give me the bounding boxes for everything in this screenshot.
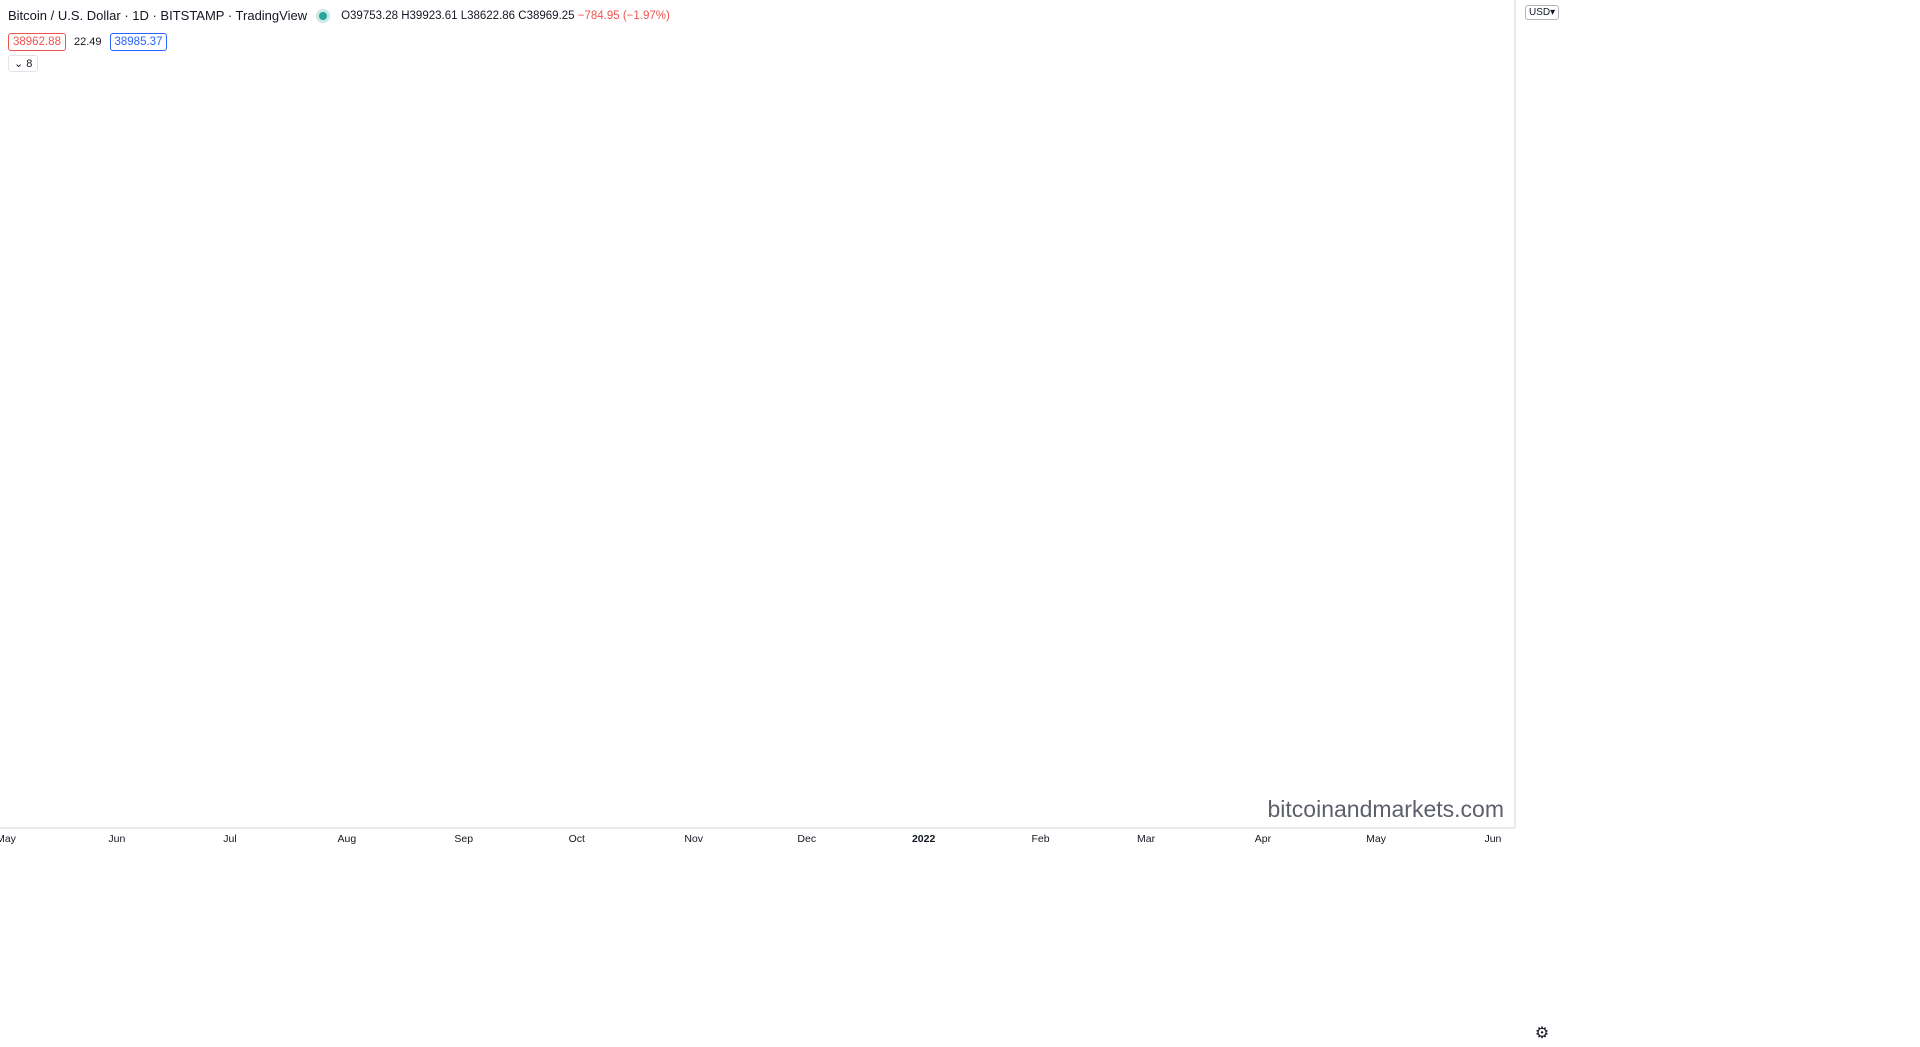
chart-legend: Bitcoin / U.S. Dollar · 1D · BITSTAMP · … [8, 8, 670, 23]
ohlc-open: O39753.28 [341, 9, 399, 22]
time-tick-label: Oct [569, 833, 585, 845]
time-tick-label: Dec [797, 833, 816, 845]
chevron-down-icon: ⌄ [14, 58, 24, 70]
ohlc-high: H39923.61 [401, 9, 458, 22]
market-status-icon [319, 11, 328, 20]
time-tick-label: Aug [337, 833, 356, 845]
ohlc-close: C38969.25 [518, 9, 575, 22]
spread-value: 22.49 [73, 36, 102, 48]
time-tick-label: Mar [1137, 833, 1156, 845]
currency-selector[interactable]: USD▾ [1525, 5, 1560, 20]
indicators-toggle-button[interactable]: ⌄ 8 [8, 55, 39, 72]
time-tick-label: Jun [108, 833, 125, 845]
gear-icon[interactable]: ⚙ [1534, 1025, 1550, 1042]
time-tick-label: May [0, 833, 17, 845]
sell-price-button[interactable]: 38962.88 [8, 33, 66, 51]
indicators-count: 8 [26, 58, 33, 70]
symbol-title[interactable]: Bitcoin / U.S. Dollar · 1D · BITSTAMP · … [8, 8, 308, 23]
bid-ask-row: 38962.88 22.49 38985.37 [8, 33, 168, 51]
watermark: bitcoinandmarkets.com [1267, 796, 1505, 822]
time-tick-label: Jul [223, 833, 236, 845]
chevron-down-icon: ▾ [1550, 7, 1556, 18]
ohlc-values: O39753.28 H39923.61 L38622.86 C38969.25 … [341, 10, 670, 22]
indicators-row: ⌄ 8 [8, 55, 39, 72]
time-tick-label: Apr [1255, 833, 1272, 845]
price-axis[interactable]: 74000.0070000.0066000.0064000.0062000.00… [1514, 0, 1563, 828]
ohlc-low: L38622.86 [460, 9, 516, 22]
buy-price-button[interactable]: 38985.37 [109, 33, 168, 51]
currency-label: USD [1529, 7, 1551, 18]
time-tick-label: Jun [1484, 833, 1501, 845]
time-tick-label: Sep [454, 833, 473, 845]
time-tick-label: Nov [684, 833, 703, 845]
time-axis[interactable]: May Jun Jul Aug Sep Oct Nov Dec 2022 Feb Mar Apr May… [0, 827, 1515, 845]
time-tick-label: Feb [1031, 833, 1049, 845]
ohlc-change: −784.95 (−1.97%) [577, 9, 670, 22]
time-tick-label: 2022 [912, 833, 936, 845]
time-tick-label: May [1366, 833, 1387, 845]
